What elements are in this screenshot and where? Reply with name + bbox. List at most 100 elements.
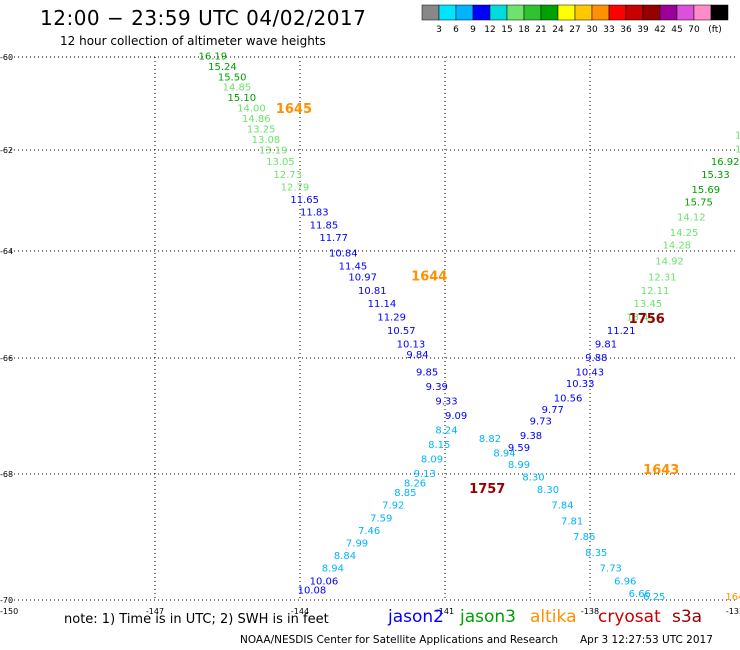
- lon-tick-label: -147: [146, 607, 164, 616]
- wave-height-value: 9.85: [416, 367, 438, 378]
- wave-height-value: 8.24: [435, 425, 457, 436]
- wave-height-value: 16.8: [735, 145, 740, 156]
- legend-jason3: jason3: [460, 607, 516, 627]
- colorbar-label: 21: [535, 25, 546, 35]
- wave-height-value: 9.33: [435, 396, 457, 407]
- wave-height-value: 9.13: [414, 469, 436, 480]
- wave-height-value: 13.25: [247, 124, 276, 135]
- pass-time-label: 1644: [411, 269, 447, 284]
- wave-height-value: 15.33: [701, 170, 730, 181]
- colorbar-label: 9: [470, 25, 476, 35]
- legend-jason2: jason2: [388, 607, 444, 627]
- wave-height-value: 14.12: [677, 213, 706, 224]
- wave-height-value: 8.94: [493, 449, 515, 460]
- wave-height-value: 11.65: [290, 195, 319, 206]
- color-scale-bar: 3 6 9 12 15 18 21 24 27 30 33 36 39 42 45 70 (ft): [421, 4, 729, 35]
- wave-height-value: 6.66: [629, 589, 651, 600]
- wave-height-value: 13.45: [634, 299, 663, 310]
- pass-time-label: 1756: [629, 312, 665, 327]
- wave-height-value: 7.84: [551, 501, 573, 512]
- wave-height-value: 12.79: [281, 182, 310, 193]
- lon-tick-label: -150: [0, 607, 18, 616]
- wave-height-value: 10.84: [329, 248, 358, 259]
- wave-height-value: 10.08: [298, 586, 327, 597]
- page-subtitle: 12 hour collection of altimeter wave hei…: [60, 34, 326, 48]
- lon-tick-label: -144: [291, 607, 309, 616]
- wave-height-value: 9.09: [445, 411, 467, 422]
- wave-height-value: 14.00: [237, 103, 266, 114]
- wave-height-value: 9.88: [585, 353, 607, 364]
- legend-cryosat: cryosat: [598, 607, 661, 627]
- wave-height-value: 15.50: [218, 72, 247, 83]
- wave-height-value: 8.99: [508, 460, 530, 471]
- wave-height-value: 7.92: [382, 501, 404, 512]
- page-title: 12:00 − 23:59 UTC 04/02/2017: [40, 6, 367, 30]
- wave-height-value: 14.25: [670, 228, 699, 239]
- wave-height-value: 8.15: [428, 440, 450, 451]
- pass-time-label: 1757: [469, 482, 505, 497]
- wave-height-value: 8.94: [322, 564, 344, 575]
- colorbar-label: 12: [484, 25, 495, 35]
- colorbar-label: 70: [688, 25, 700, 35]
- colorbar-label: 18: [518, 25, 530, 35]
- wave-height-value: 15.24: [208, 62, 237, 73]
- wave-height-value: 7.46: [358, 526, 380, 537]
- wave-height-value: 11.14: [368, 299, 397, 310]
- wave-height-value: 6.96: [614, 576, 636, 587]
- legend-altika: altika: [530, 607, 577, 627]
- wave-height-value: 13.08: [252, 135, 281, 146]
- wave-height-value: 13.19: [259, 146, 288, 157]
- generated-timestamp: Apr 3 12:27:53 UTC 2017: [580, 634, 713, 646]
- lon-tick-label: -141: [436, 607, 454, 616]
- wave-height-value: 8.35: [585, 548, 607, 559]
- footer-note: note: 1) Time is in UTC; 2) SWH is in fe…: [64, 612, 329, 627]
- wave-height-value: 10.13: [397, 339, 426, 350]
- wave-height-value: 15.10: [228, 93, 257, 104]
- wave-height-value: 11.83: [300, 208, 329, 219]
- lon-tick-label: -138: [581, 607, 599, 616]
- colorbar-label: 6: [453, 25, 459, 35]
- colorbar-label: 39: [637, 25, 649, 35]
- wave-height-value: 6.25: [643, 592, 665, 603]
- wave-height-value: 7.73: [600, 564, 622, 575]
- lon-tick-label: -135: [726, 607, 740, 616]
- wave-height-value: 10.06: [310, 576, 339, 587]
- colorbar-label: (ft): [708, 25, 722, 35]
- colorbar-label: 42: [654, 25, 665, 35]
- wave-height-value: 15.75: [684, 198, 713, 209]
- wave-height-value: 8.30: [537, 485, 559, 496]
- wave-height-value: 8.85: [394, 488, 416, 499]
- wave-height-value: 14.85: [223, 82, 252, 93]
- colorbar-label: 24: [552, 25, 564, 35]
- wave-height-value: 8.82: [479, 434, 501, 445]
- wave-height-value: 164: [725, 592, 740, 603]
- wave-height-value: 7.86: [573, 532, 595, 543]
- colorbar-label: 36: [620, 25, 632, 35]
- wave-height-value: 10.43: [576, 367, 605, 378]
- credit-text: NOAA/NESDIS Center for Satellite Applica…: [240, 634, 558, 646]
- wave-height-value: 10.56: [554, 394, 583, 405]
- lat-tick-label: -64: [0, 247, 13, 256]
- lat-tick-label: -62: [0, 146, 13, 155]
- colorbar-swatch: [710, 4, 729, 21]
- wave-height-value: 7.81: [561, 516, 583, 527]
- wave-height-value: 11.29: [377, 313, 406, 324]
- wave-height-value: 9.77: [542, 405, 564, 416]
- wave-height-value: 13.05: [266, 157, 295, 168]
- legend-s3a: s3a: [672, 607, 703, 627]
- wave-height-value: 9.59: [508, 443, 530, 454]
- wave-height-value: 16.19: [199, 51, 228, 62]
- wave-height-value: 11.21: [607, 326, 636, 337]
- lat-tick-label: -60: [0, 53, 13, 62]
- wave-height-value: 15.69: [692, 185, 721, 196]
- wave-height-value: 7.59: [370, 513, 392, 524]
- wave-height-value: 12.11: [641, 286, 670, 297]
- pass-time-label: 1645: [276, 102, 312, 117]
- colorbar-label: 33: [603, 25, 614, 35]
- wave-height-value: 8.09: [421, 454, 443, 465]
- wave-height-value: 14.86: [242, 114, 271, 125]
- wave-height-value: 12.73: [273, 170, 302, 181]
- lat-tick-label: -70: [0, 596, 13, 605]
- colorbar-label: 3: [436, 25, 442, 35]
